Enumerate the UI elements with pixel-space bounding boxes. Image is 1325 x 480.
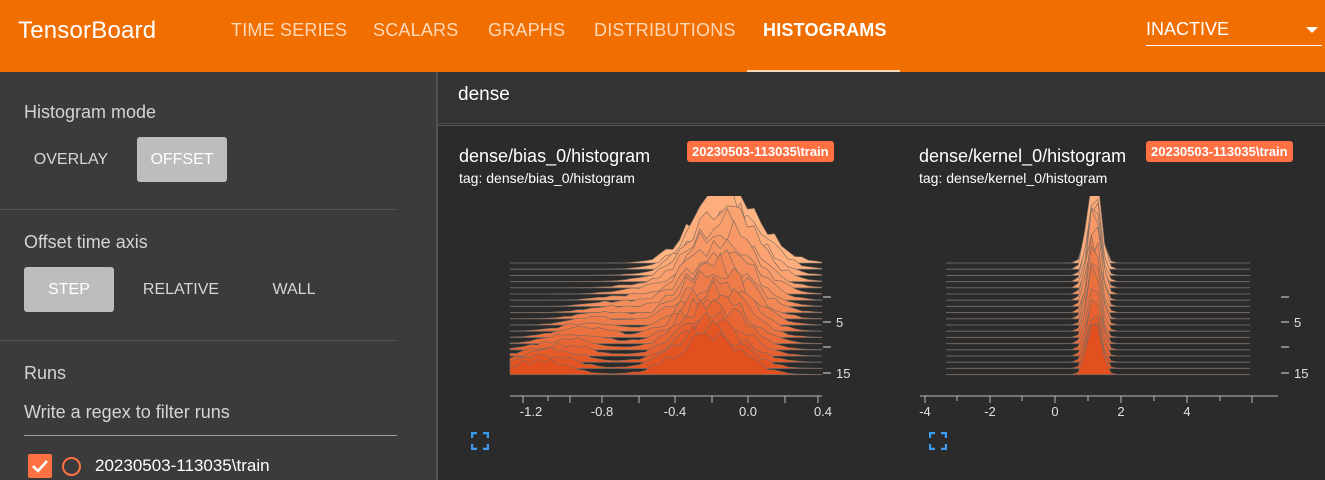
run-filter-input[interactable]: [24, 396, 397, 436]
tab-time-series[interactable]: TIME SERIES: [231, 20, 348, 40]
tab-graphs[interactable]: GRAPHS: [488, 20, 566, 40]
checkmark-icon: [32, 460, 48, 473]
active-tab-indicator: [747, 70, 900, 72]
histogram-ridge: [946, 324, 1250, 375]
tab-histograms[interactable]: HISTOGRAMS: [763, 20, 887, 40]
x-tick-label: -4: [919, 404, 931, 416]
dropdown-value: INACTIVE: [1146, 19, 1230, 39]
x-tick-label: -0.8: [591, 404, 613, 416]
x-tick-label: -0.4: [664, 404, 686, 416]
histogram-card-bias: dense/bias_0/histogram tag: dense/bias_0…: [438, 126, 878, 480]
card-tag: tag: dense/kernel_0/histogram: [919, 170, 1108, 186]
card-title: dense/kernel_0/histogram: [919, 146, 1127, 166]
inactive-plugins-dropdown[interactable]: INACTIVE: [1146, 16, 1322, 46]
x-axis: -1.2 -0.8 -0.4 0.0 0.4: [510, 395, 832, 416]
x-tick-label: 0.4: [814, 404, 832, 416]
fullscreen-icon[interactable]: [471, 432, 489, 450]
run-item[interactable]: 20230503-113035\train: [28, 454, 408, 480]
relative-button[interactable]: RELATIVE: [142, 281, 220, 298]
x-tick-label: 2: [1117, 404, 1124, 416]
offset-button[interactable]: OFFSET: [137, 137, 227, 182]
tag-group-title: dense: [458, 84, 510, 105]
run-checkbox[interactable]: [28, 454, 52, 478]
card-grid: dense/bias_0/histogram tag: dense/bias_0…: [438, 125, 1325, 480]
y-tick-label: 15: [1294, 366, 1308, 381]
run-color-swatch[interactable]: [62, 457, 81, 476]
x-tick-label: -2: [984, 404, 996, 416]
top-app-bar: TensorBoard TIME SERIES SCALARS GRAPHS D…: [0, 0, 1325, 72]
wall-button[interactable]: WALL: [272, 281, 316, 298]
histogram-plot-kernel[interactable]: 5 15 -4 -2: [898, 196, 1325, 416]
card-tag: tag: dense/bias_0/histogram: [459, 170, 635, 186]
y-axis: 5 15: [823, 296, 850, 381]
card-title: dense/bias_0/histogram: [459, 146, 651, 166]
x-tick-label: 4: [1183, 404, 1190, 416]
divider: [0, 340, 397, 341]
histogram-card-kernel: dense/kernel_0/histogram tag: dense/kern…: [898, 126, 1325, 480]
x-axis: -4 -2 0 2 4: [919, 395, 1278, 416]
x-tick-label: 0: [1051, 404, 1058, 416]
tab-distributions[interactable]: DISTRIBUTIONS: [594, 20, 736, 40]
run-chip: 20230503-113035\train: [1146, 141, 1293, 162]
tab-scalars[interactable]: SCALARS: [373, 20, 459, 40]
tag-group-header[interactable]: dense: [438, 72, 1325, 124]
sidebar: Histogram mode OVERLAY OFFSET Offset tim…: [0, 72, 436, 480]
main-content: dense dense/bias_0/histogram tag: dense/…: [438, 72, 1325, 480]
y-tick-label: 5: [836, 315, 843, 330]
app-brand: TensorBoard: [18, 17, 157, 44]
histogram-ridge: [509, 332, 823, 375]
step-button[interactable]: STEP: [24, 267, 114, 312]
fullscreen-icon[interactable]: [929, 432, 947, 450]
offset-time-axis-title: Offset time axis: [24, 232, 148, 252]
overlay-button[interactable]: OVERLAY: [33, 151, 109, 168]
histogram-plot-bias[interactable]: 5 15 -1.2 -0.8 -0.4: [438, 196, 878, 416]
x-tick-label: -1.2: [520, 404, 542, 416]
run-chip: 20230503-113035\train: [687, 141, 834, 162]
y-tick-label: 5: [1294, 315, 1301, 330]
runs-title: Runs: [24, 363, 67, 383]
y-axis: 5 15: [1281, 296, 1308, 381]
histogram-mode-title: Histogram mode: [24, 102, 157, 122]
x-tick-label: 0.0: [739, 404, 757, 416]
run-label: 20230503-113035\train: [95, 456, 270, 475]
divider: [0, 209, 397, 210]
chevron-down-icon: [1306, 27, 1318, 33]
sidebar-separator: [436, 72, 438, 480]
y-tick-label: 15: [836, 366, 850, 381]
